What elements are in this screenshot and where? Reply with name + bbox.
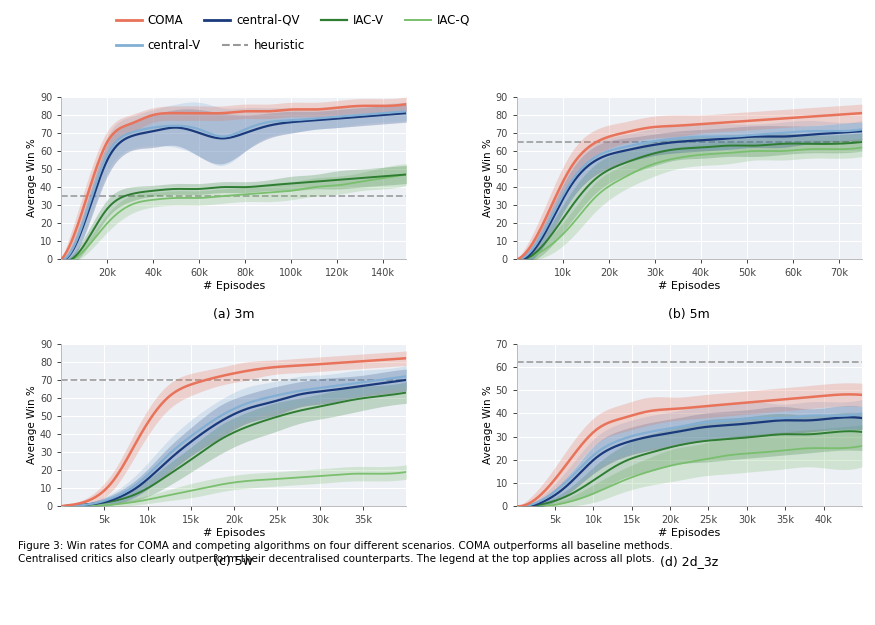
X-axis label: # Episodes: # Episodes xyxy=(203,281,265,291)
Y-axis label: Average Win %: Average Win % xyxy=(483,386,493,464)
X-axis label: # Episodes: # Episodes xyxy=(658,528,720,538)
Text: (d) 2d_3z: (d) 2d_3z xyxy=(661,555,718,568)
Text: (b) 5m: (b) 5m xyxy=(668,308,710,321)
Y-axis label: Average Win %: Average Win % xyxy=(27,386,37,464)
X-axis label: # Episodes: # Episodes xyxy=(203,528,265,538)
Text: Figure 3: Win rates for COMA and competing algorithms on four different scenario: Figure 3: Win rates for COMA and competi… xyxy=(18,541,672,564)
Y-axis label: Average Win %: Average Win % xyxy=(483,139,493,218)
X-axis label: # Episodes: # Episodes xyxy=(658,281,720,291)
Text: (c) 5w: (c) 5w xyxy=(214,555,253,568)
Y-axis label: Average Win %: Average Win % xyxy=(27,139,37,218)
Text: (a) 3m: (a) 3m xyxy=(213,308,255,321)
Legend: central-V, heuristic: central-V, heuristic xyxy=(111,34,310,56)
Legend: COMA, central-QV, IAC-V, IAC-Q: COMA, central-QV, IAC-V, IAC-Q xyxy=(111,9,475,31)
